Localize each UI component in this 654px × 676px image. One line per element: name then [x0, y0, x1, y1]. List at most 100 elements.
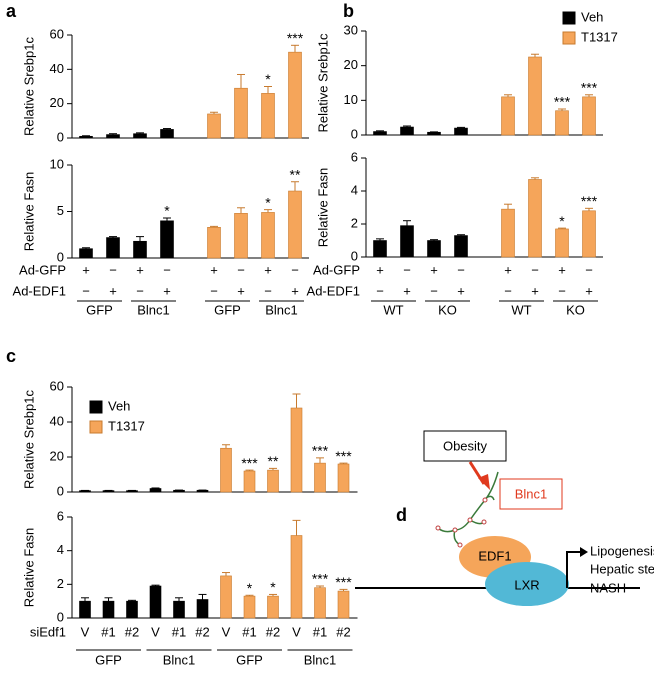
bar — [220, 447, 232, 493]
bar — [243, 470, 256, 493]
row-mark: #2 — [336, 624, 350, 639]
outcome: Lipogenesis — [590, 543, 654, 558]
significance: * — [247, 580, 253, 596]
significance: *** — [335, 574, 352, 590]
row-mark: V — [151, 624, 160, 639]
significance: *** — [287, 30, 304, 46]
bar — [79, 600, 91, 619]
bar — [126, 490, 138, 493]
row-mark: V — [81, 624, 90, 639]
y-tick-label: 0 — [57, 483, 64, 498]
row-mark: + — [237, 283, 245, 298]
significance: ** — [290, 166, 301, 182]
y-tick-label: 10 — [50, 156, 64, 171]
legend-swatch — [89, 420, 103, 434]
legend-label: T1317 — [581, 29, 618, 44]
row-mark: − — [109, 262, 117, 277]
bar — [290, 407, 303, 493]
row-mark: + — [264, 262, 272, 277]
row-mark: + — [210, 262, 218, 277]
row-mark: + — [504, 262, 512, 277]
row-mark: − — [136, 283, 144, 298]
row-mark: + — [82, 262, 90, 277]
row-mark: #1 — [313, 624, 327, 639]
group-label: KO — [566, 302, 585, 317]
legend-swatch — [89, 400, 103, 414]
bar — [400, 225, 414, 258]
row-mark: #1 — [172, 624, 186, 639]
bar — [133, 240, 147, 259]
significance: * — [270, 579, 276, 595]
bar — [160, 220, 174, 259]
row-mark: #1 — [242, 624, 256, 639]
bar — [173, 600, 185, 619]
bar — [528, 179, 542, 258]
significance: *** — [581, 79, 598, 95]
row-mark: − — [376, 283, 384, 298]
y-tick-label: 10 — [344, 92, 358, 107]
legend-label: Veh — [108, 398, 130, 413]
bar — [207, 113, 221, 139]
y-axis-label: Relative Fasn — [315, 168, 330, 247]
row-mark: + — [109, 283, 117, 298]
group-label: GFP — [95, 652, 122, 667]
significance: *** — [335, 448, 352, 464]
row-mark: + — [403, 283, 411, 298]
trigger-box — [423, 430, 507, 462]
rna-box — [499, 478, 563, 510]
y-tick-label: 30 — [344, 22, 358, 37]
row-label: Ad-GFP — [313, 262, 360, 277]
outcome: Hepatic steatosis — [590, 561, 654, 576]
row-mark: + — [585, 283, 593, 298]
bar — [220, 575, 232, 619]
y-tick-label: 0 — [57, 609, 64, 624]
bar — [582, 210, 596, 258]
bar — [288, 51, 302, 139]
significance: ** — [268, 453, 279, 469]
bar — [555, 228, 569, 258]
significance: * — [164, 203, 170, 219]
bar — [582, 96, 596, 136]
y-axis-label: Relative Srebp1c — [315, 33, 330, 132]
y-tick-label: 4 — [351, 182, 358, 197]
bar — [427, 240, 441, 258]
row-label: siEdf1 — [30, 624, 66, 639]
row-mark: − — [504, 283, 512, 298]
group-label: WT — [383, 302, 403, 317]
legend-swatch — [562, 11, 576, 25]
row-mark: + — [531, 283, 539, 298]
bar — [373, 131, 387, 136]
receptor: LXR — [514, 577, 539, 592]
row-mark: − — [531, 262, 539, 277]
bar — [427, 131, 441, 136]
row-mark: − — [558, 283, 566, 298]
panel-label: d — [396, 505, 407, 525]
bar — [373, 240, 387, 258]
group-label: Blnc1 — [163, 652, 196, 667]
bar — [173, 489, 185, 493]
panel-label: b — [343, 1, 354, 21]
row-mark: #1 — [101, 624, 115, 639]
row-mark: + — [430, 262, 438, 277]
y-tick-label: 40 — [50, 413, 64, 428]
y-tick-label: 5 — [57, 203, 64, 218]
activation-arrow — [566, 551, 580, 588]
bar — [79, 248, 93, 259]
y-axis-label: Relative Fasn — [21, 528, 36, 607]
row-mark: − — [163, 262, 171, 277]
y-tick-label: 40 — [50, 61, 64, 76]
row-mark: V — [292, 624, 301, 639]
row-label: Ad-EDF1 — [13, 283, 66, 298]
row-mark: + — [163, 283, 171, 298]
bar — [106, 134, 120, 139]
significance: * — [265, 71, 271, 87]
row-mark: − — [430, 283, 438, 298]
y-tick-label: 20 — [50, 95, 64, 110]
arrowhead — [478, 474, 490, 490]
row-mark: − — [585, 262, 593, 277]
trigger: Obesity — [443, 438, 488, 453]
group-label: GFP — [86, 302, 113, 317]
bar — [454, 235, 468, 258]
row-mark: + — [558, 262, 566, 277]
